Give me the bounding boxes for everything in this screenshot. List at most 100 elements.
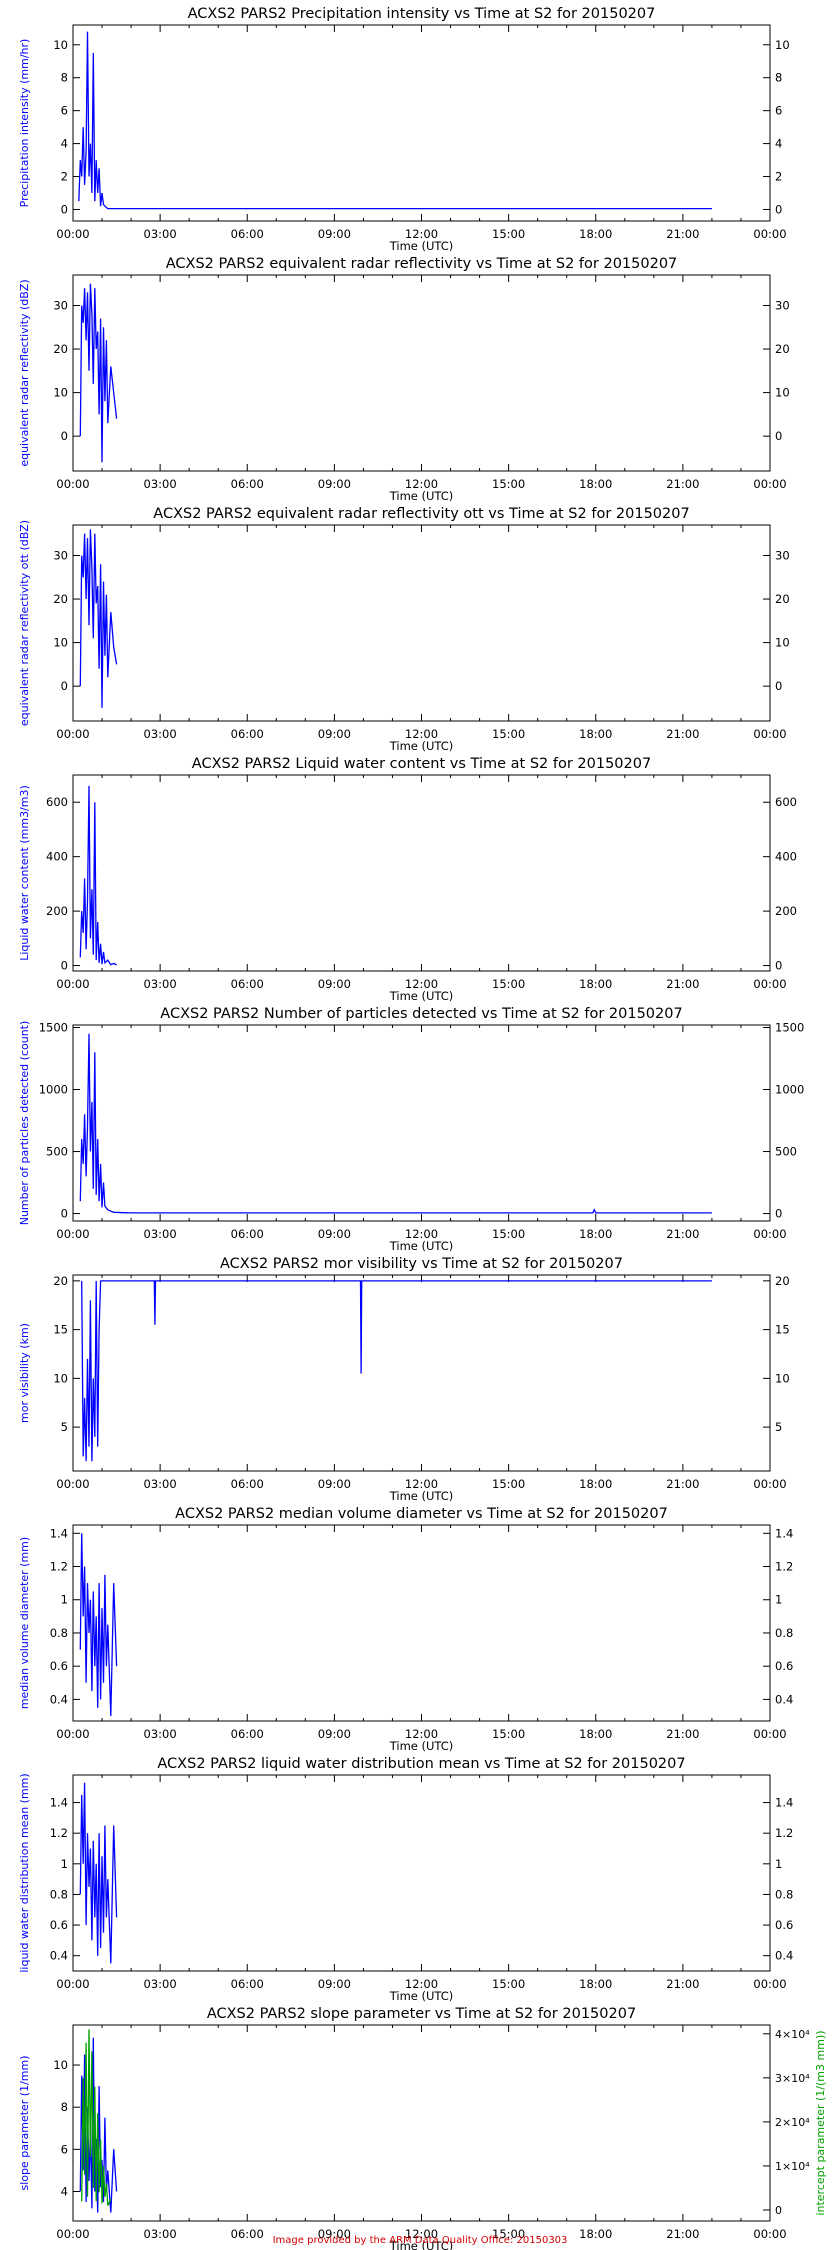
x-tick-label: 06:00 — [231, 1227, 264, 1241]
y-right-tick-label: 0 — [775, 429, 782, 443]
x-tick-label: 00:00 — [56, 977, 89, 991]
x-tick-label: 00:00 — [56, 227, 89, 241]
chart-title: ACXS2 PARS2 Liquid water content vs Time… — [192, 756, 651, 772]
x-tick-label: 00:00 — [56, 477, 89, 491]
x-tick-label: 00:00 — [753, 1477, 786, 1491]
x-tick-label: 03:00 — [144, 977, 177, 991]
chart-panel-9: ACXS2 PARS2 slope parameter vs Time at S… — [18, 2006, 827, 2250]
y-right-tick-label: 30 — [775, 298, 790, 312]
x-tick-label: 09:00 — [318, 477, 351, 491]
x-tick-label: 09:00 — [318, 1977, 351, 1991]
x-tick-label: 18:00 — [579, 727, 612, 741]
x-tick-label: 15:00 — [492, 1727, 525, 1741]
y-tick-label: 15 — [53, 1323, 68, 1337]
plot-frame — [72, 1524, 771, 1722]
x-tick-label: 21:00 — [666, 1727, 699, 1741]
y-right-tick-label: 10 — [775, 386, 790, 400]
x-tick-label: 12:00 — [405, 1727, 438, 1741]
series-line-1 — [78, 31, 712, 210]
x-axis-label: Time (UTC) — [389, 1739, 454, 1753]
x-tick-label: 12:00 — [405, 1227, 438, 1241]
x-tick-label: 12:00 — [405, 477, 438, 491]
y-right-tick-label: 3×10⁴ — [775, 2072, 810, 2085]
chart-panel-1: ACXS2 PARS2 Precipitation intensity vs T… — [18, 6, 790, 253]
x-tick-label: 00:00 — [753, 477, 786, 491]
x-tick-label: 09:00 — [318, 2227, 351, 2241]
chart-title: ACXS2 PARS2 liquid water distribution me… — [157, 1756, 685, 1772]
y-tick-label: 0 — [61, 429, 68, 443]
x-tick-label: 15:00 — [492, 1477, 525, 1491]
x-tick-label: 12:00 — [405, 1477, 438, 1491]
y-right-tick-label: 600 — [775, 795, 797, 809]
y-tick-label: 400 — [46, 850, 68, 864]
y-tick-label: 1.2 — [50, 1826, 68, 1840]
y-tick-label: 5 — [61, 1420, 68, 1434]
y-tick-label: 30 — [53, 298, 68, 312]
x-axis-label: Time (UTC) — [389, 239, 454, 253]
y-axis-label: equivalent radar reflectivity ott (dBZ) — [18, 520, 31, 726]
y-right-tick-label: 4 — [775, 137, 782, 151]
y-tick-label: 0.8 — [50, 1626, 68, 1640]
y-axis-label: equivalent radar reflectivity (dBZ) — [18, 279, 31, 466]
y-right-tick-label: 0 — [775, 2204, 782, 2217]
x-tick-label: 15:00 — [492, 1977, 525, 1991]
y-tick-label: 0.6 — [50, 1659, 68, 1673]
y-right-tick-label: 15 — [775, 1323, 790, 1337]
series-line-1 — [79, 1782, 118, 1964]
x-tick-label: 12:00 — [405, 977, 438, 991]
y-right-tick-label: 0.4 — [775, 1692, 793, 1706]
y-right-tick-label: 2×10⁴ — [775, 2116, 810, 2129]
plot-frame — [72, 774, 771, 972]
x-tick-label: 18:00 — [579, 1227, 612, 1241]
chart-panel-7: ACXS2 PARS2 median volume diameter vs Ti… — [18, 1506, 793, 1753]
y-right-tick-label: 1 — [775, 1593, 782, 1607]
plot-frame — [72, 524, 771, 722]
chart-panel-5: ACXS2 PARS2 Number of particles detected… — [18, 1006, 804, 1253]
y-tick-label: 4 — [61, 137, 68, 151]
y-tick-label: 20 — [53, 342, 68, 356]
x-tick-label: 09:00 — [318, 1477, 351, 1491]
y-right-tick-label: 0.8 — [775, 1887, 793, 1901]
chart-title: ACXS2 PARS2 slope parameter vs Time at S… — [207, 2006, 636, 2022]
x-tick-label: 12:00 — [405, 727, 438, 741]
plot-frame — [72, 2024, 771, 2222]
x-tick-label: 03:00 — [144, 477, 177, 491]
y-right-tick-label: 5 — [775, 1420, 782, 1434]
chart-title: ACXS2 PARS2 mor visibility vs Time at S2… — [220, 1256, 623, 1272]
x-tick-label: 00:00 — [56, 727, 89, 741]
x-tick-label: 21:00 — [666, 2227, 699, 2241]
y-axis-label: Liquid water content (mm3/m3) — [18, 785, 31, 961]
x-axis-label: Time (UTC) — [389, 1989, 454, 2003]
y-tick-label: 600 — [46, 795, 68, 809]
y-right-tick-label: 10 — [775, 636, 790, 650]
y-axis-label: median volume diameter (mm) — [18, 1537, 31, 1709]
y-right-tick-label: 1.2 — [775, 1560, 793, 1574]
x-axis-label: Time (UTC) — [389, 1239, 454, 1253]
x-tick-label: 09:00 — [318, 1727, 351, 1741]
y-tick-label: 8 — [61, 2100, 68, 2114]
plot-frame — [72, 1774, 771, 1972]
x-tick-label: 18:00 — [579, 1477, 612, 1491]
chart-panel-3: ACXS2 PARS2 equivalent radar reflectivit… — [18, 506, 790, 753]
x-tick-label: 00:00 — [753, 1227, 786, 1241]
y-right-tick-label: 0.6 — [775, 1918, 793, 1932]
y-tick-label: 0 — [61, 202, 68, 216]
y-right-tick-label: 0 — [775, 1207, 782, 1221]
y-tick-label: 30 — [53, 548, 68, 562]
y-right-tick-label: 0.4 — [775, 1949, 793, 1963]
y-tick-label: 8 — [61, 71, 68, 85]
y-right-tick-label: 1×10⁴ — [775, 2160, 810, 2173]
x-tick-label: 09:00 — [318, 977, 351, 991]
y-right-tick-label: 6 — [775, 104, 782, 118]
x-tick-label: 00:00 — [753, 1727, 786, 1741]
x-tick-label: 06:00 — [231, 227, 264, 241]
series-line-1 — [79, 1533, 118, 1717]
y-tick-label: 0.8 — [50, 1887, 68, 1901]
x-tick-label: 00:00 — [56, 1477, 89, 1491]
x-axis-label: Time (UTC) — [389, 2239, 454, 2250]
series-line-2 — [81, 2029, 112, 2206]
y-tick-label: 1.4 — [50, 1796, 68, 1810]
x-tick-label: 03:00 — [144, 1227, 177, 1241]
plot-frame — [72, 1024, 771, 1222]
x-tick-label: 15:00 — [492, 477, 525, 491]
